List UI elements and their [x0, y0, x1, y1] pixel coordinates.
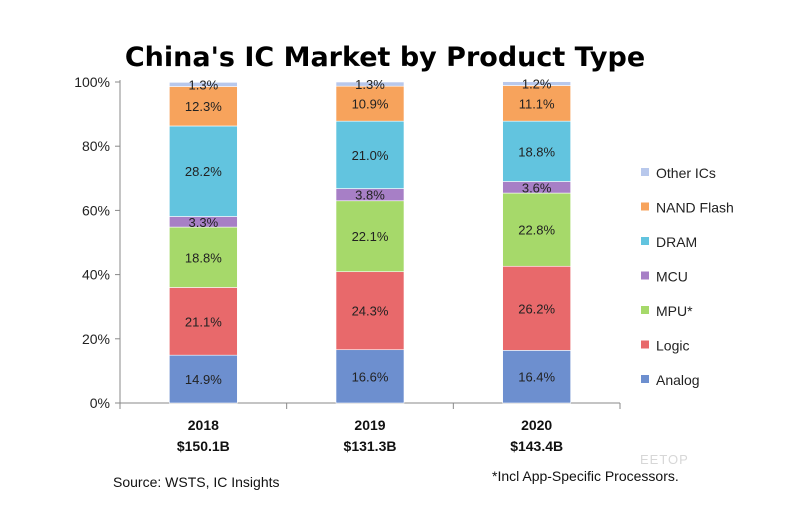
bar-segment	[502, 120, 571, 182]
data-label: 12.3%	[185, 99, 222, 114]
legend-label: Other ICs	[656, 165, 716, 181]
bar-segment	[335, 200, 405, 273]
legend-label: MCU	[656, 269, 688, 285]
bar-segment	[502, 265, 571, 351]
x-tick-label: 2020	[521, 417, 552, 433]
data-label: 26.2%	[518, 301, 555, 316]
legend-swatch	[641, 306, 649, 314]
bar-segment	[335, 120, 405, 189]
legend-label: DRAM	[656, 234, 697, 250]
watermark: EETOP	[640, 452, 689, 467]
category-total-label: $143.4B	[510, 438, 563, 454]
legend-label: NAND Flash	[656, 200, 734, 216]
bar-segment	[169, 287, 238, 356]
legend-swatch	[641, 375, 649, 383]
legend-swatch	[641, 202, 649, 211]
data-label: 16.4%	[518, 370, 555, 385]
legend-label: Analog	[656, 372, 700, 388]
data-label: 10.9%	[352, 97, 389, 112]
bar-segment	[335, 349, 405, 404]
bar-segment	[169, 354, 238, 404]
legend-swatch	[641, 168, 649, 176]
data-label: 3.6%	[522, 180, 552, 195]
source-note: Source: WSTS, IC Insights	[113, 474, 280, 490]
data-label: 11.1%	[519, 96, 555, 111]
y-tick-label: 0%	[90, 395, 110, 411]
data-label: 28.2%	[185, 164, 222, 179]
y-tick-label: 40%	[82, 267, 110, 283]
footnote: *Incl App-Specific Processors.	[492, 468, 679, 484]
bar-segment	[169, 226, 238, 288]
data-label: 3.3%	[189, 215, 219, 230]
legend-label: Logic	[656, 338, 689, 354]
data-label: 1.3%	[189, 77, 219, 92]
data-label: 14.9%	[185, 372, 222, 387]
bars-layer: 14.9% 21.1% 18.8% 3.3% 28.2% 12.3% 1.3% 2018 $15…	[169, 77, 571, 454]
category-total-label: $131.3B	[344, 438, 397, 454]
y-tick-label: 60%	[82, 202, 110, 218]
bar-segment	[335, 81, 405, 87]
data-label: 18.8%	[185, 250, 222, 265]
chart-title: China's IC Market by Product Type	[125, 42, 645, 73]
data-label: 22.8%	[518, 223, 555, 238]
legend-label: MPU*	[656, 303, 693, 319]
bar-segment	[169, 125, 238, 217]
data-label: 3.8%	[355, 188, 385, 203]
category-total-label: $150.1B	[177, 438, 230, 454]
data-label: 18.8%	[518, 144, 555, 159]
y-tick-label: 80%	[82, 138, 110, 154]
legend-swatch	[641, 271, 649, 280]
data-label: 21.0%	[352, 148, 389, 163]
y-tick-label: 20%	[82, 331, 110, 347]
bar-segment	[502, 350, 571, 404]
bar-segment	[502, 192, 571, 267]
data-label: 22.1%	[352, 229, 389, 244]
legend: Other ICs NAND Flash DRAM MCU MPU* Logic Analo…	[641, 165, 734, 388]
legend-swatch	[641, 340, 649, 349]
legend-swatch	[641, 237, 649, 245]
data-label: 1.2%	[522, 77, 552, 92]
x-tick-label: 2019	[354, 417, 385, 433]
y-tick-label: 100%	[74, 74, 110, 90]
data-label: 21.1%	[185, 314, 222, 329]
data-label: 16.6%	[352, 369, 389, 384]
bar-segment	[502, 85, 571, 122]
bar-segment	[169, 82, 238, 87]
data-label: 1.3%	[355, 77, 385, 92]
x-tick-label: 2018	[188, 417, 219, 433]
data-label: 24.3%	[352, 304, 389, 319]
bar-segment	[502, 81, 571, 86]
bar-segment	[335, 271, 405, 351]
